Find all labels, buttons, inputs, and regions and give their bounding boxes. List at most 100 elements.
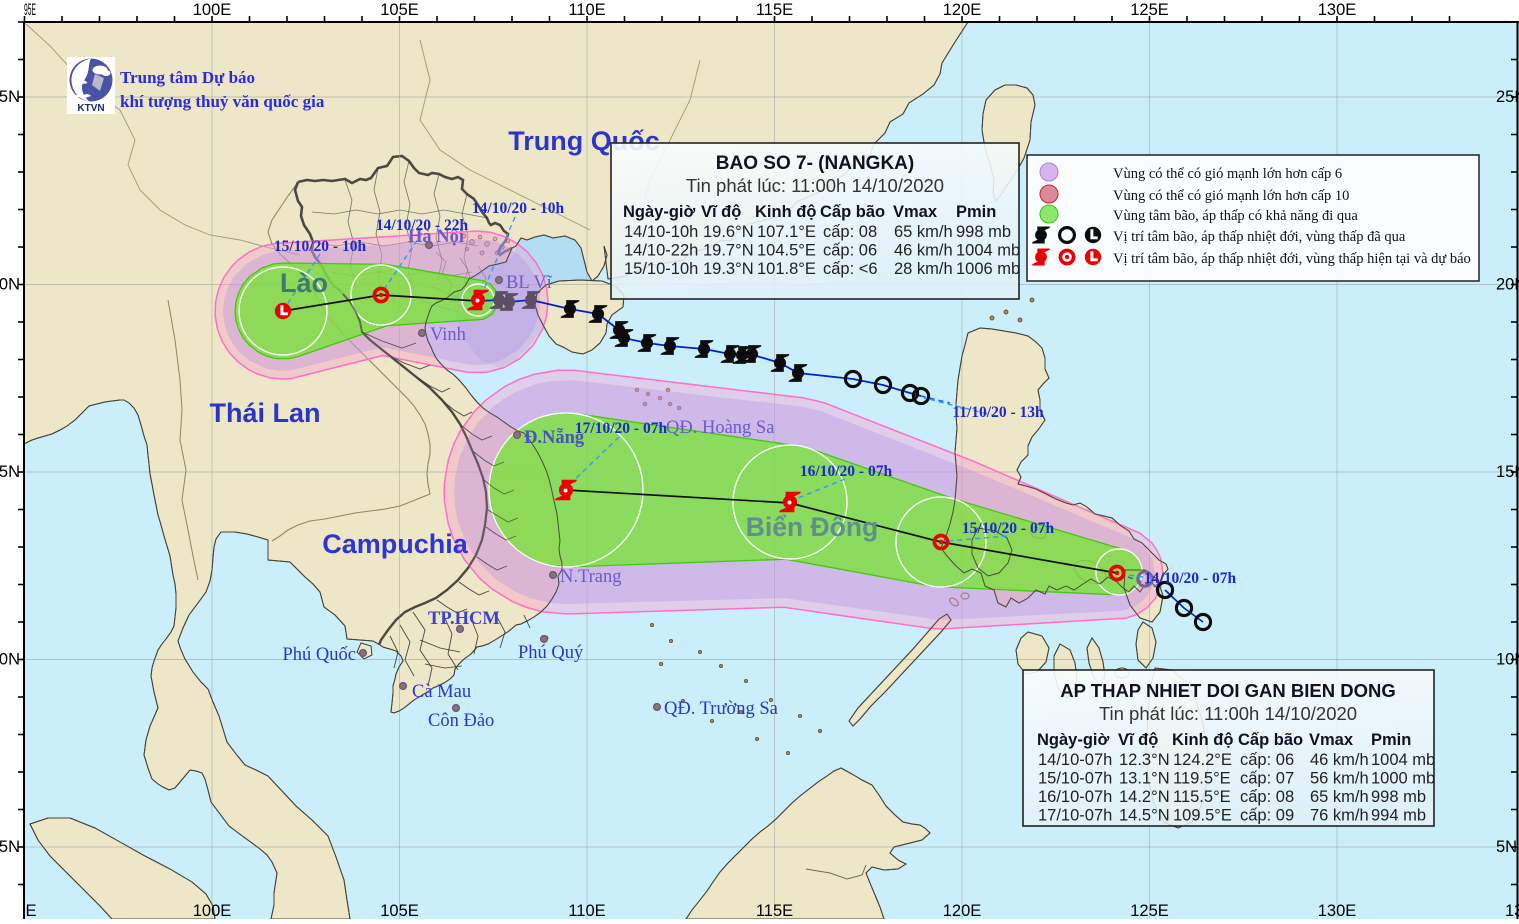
svg-text:17/10/20 - 07h: 17/10/20 - 07h	[575, 420, 668, 437]
svg-text:Hà Nội: Hà Nội	[408, 227, 464, 247]
svg-text:14/10/20 - 07h: 14/10/20 - 07h	[1144, 570, 1237, 587]
svg-text:14/10/20 - 22h: 14/10/20 - 22h	[376, 217, 469, 234]
svg-text:46 km/h: 46 km/h	[894, 242, 953, 260]
svg-text:16/10-07h: 16/10-07h	[1038, 788, 1112, 806]
svg-text:107.1°E: 107.1°E	[757, 223, 816, 241]
svg-text:Vị trí tâm bão, áp thấp nhiệt: Vị trí tâm bão, áp thấp nhiệt đới, vùng …	[1113, 229, 1406, 245]
svg-text:1000 mb: 1000 mb	[1371, 770, 1435, 788]
svg-text:14/10-07h: 14/10-07h	[1038, 751, 1112, 769]
svg-text:994 mb: 994 mb	[1371, 807, 1426, 825]
svg-text:15/10/20 - 07h: 15/10/20 - 07h	[962, 520, 1055, 537]
svg-text:Cấp bão: Cấp bão	[1238, 731, 1303, 749]
svg-text:cấp: 09: cấp: 09	[1240, 807, 1294, 825]
svg-text:65 km/h: 65 km/h	[894, 223, 953, 241]
svg-text:cấp: 06: cấp: 06	[1240, 751, 1294, 769]
svg-text:14/10/20 - 10h: 14/10/20 - 10h	[472, 200, 565, 217]
svg-text:65 km/h: 65 km/h	[1310, 788, 1369, 806]
svg-text:Biển Đông: Biển Đông	[746, 512, 879, 542]
svg-text:25N: 25N	[1496, 88, 1519, 106]
svg-text:19.3°N: 19.3°N	[703, 260, 754, 278]
svg-text:95E: 95E	[24, 1, 36, 19]
svg-text:13.1°N: 13.1°N	[1119, 770, 1170, 788]
svg-text:Vmax: Vmax	[893, 203, 938, 221]
svg-text:Cà Mau: Cà Mau	[412, 682, 471, 702]
svg-text:Vĩ độ: Vĩ độ	[1118, 731, 1158, 749]
svg-text:20N: 20N	[1496, 276, 1519, 294]
svg-text:125E: 125E	[1130, 1, 1169, 19]
svg-text:11/10/20 - 13h: 11/10/20 - 13h	[952, 404, 1044, 421]
svg-text:17/10-07h: 17/10-07h	[1038, 807, 1112, 825]
svg-text:Campuchia: Campuchia	[322, 529, 469, 559]
svg-text:100E: 100E	[193, 902, 232, 919]
svg-text:14.2°N: 14.2°N	[1119, 788, 1170, 806]
svg-text:25N: 25N	[0, 88, 20, 106]
svg-text:1004 mb: 1004 mb	[1371, 751, 1435, 769]
svg-text:56 km/h: 56 km/h	[1310, 770, 1369, 788]
svg-text:10N: 10N	[0, 651, 20, 669]
svg-text:76 km/h: 76 km/h	[1310, 807, 1369, 825]
svg-text:Pmin: Pmin	[956, 203, 996, 221]
svg-text:Vinh: Vinh	[430, 325, 466, 345]
svg-text:20N: 20N	[0, 276, 20, 294]
svg-text:110E: 110E	[568, 902, 605, 919]
svg-text:E: E	[26, 902, 37, 919]
svg-text:125E: 125E	[1130, 902, 1169, 919]
svg-text:Phú Quốc: Phú Quốc	[283, 645, 357, 665]
svg-text:998 mb: 998 mb	[956, 223, 1011, 241]
svg-text:Côn Đảo: Côn Đảo	[428, 711, 494, 731]
svg-text:15/10-10h: 15/10-10h	[624, 260, 698, 278]
svg-text:109.5°E: 109.5°E	[1173, 807, 1232, 825]
svg-text:5N: 5N	[1496, 838, 1517, 856]
svg-text:115.5°E: 115.5°E	[1173, 788, 1231, 806]
svg-text:Vĩ độ: Vĩ độ	[701, 203, 741, 221]
svg-text:1004 mb: 1004 mb	[956, 242, 1020, 260]
svg-text:15N: 15N	[1496, 463, 1519, 481]
svg-text:cấp: <6: cấp: <6	[823, 260, 878, 278]
svg-text:5N: 5N	[0, 838, 20, 856]
svg-text:130E: 130E	[1318, 1, 1357, 19]
svg-text:Vmax: Vmax	[1309, 731, 1354, 749]
svg-text:Lào: Lào	[280, 268, 328, 298]
svg-text:Vị trí tâm bão, áp thấp nhiệt: Vị trí tâm bão, áp thấp nhiệt đới, vùng …	[1113, 251, 1471, 267]
svg-text:cấp: 08: cấp: 08	[823, 223, 877, 241]
svg-text:Cấp bão: Cấp bão	[820, 203, 885, 221]
svg-text:104.5°E: 104.5°E	[757, 242, 816, 260]
svg-text:cấp: 08: cấp: 08	[1240, 788, 1294, 806]
svg-text:QĐ. Hoàng Sa: QĐ. Hoàng Sa	[666, 418, 774, 438]
svg-text:KTVN: KTVN	[77, 103, 104, 114]
svg-text:cấp: 06: cấp: 06	[823, 242, 877, 260]
svg-text:28 km/h: 28 km/h	[894, 260, 953, 278]
svg-text:100E: 100E	[193, 1, 232, 19]
svg-text:12.3°N: 12.3°N	[1119, 751, 1170, 769]
svg-text:Vùng có thể có gió mạnh lớn hơ: Vùng có thể có gió mạnh lớn hơn cấp 6	[1113, 166, 1342, 182]
svg-text:124.2°E: 124.2°E	[1173, 751, 1232, 769]
svg-text:TP.HCM: TP.HCM	[428, 609, 500, 629]
svg-text:BL Vĩ: BL Vĩ	[506, 273, 553, 293]
svg-text:14/10-22h: 14/10-22h	[624, 242, 698, 260]
svg-text:Kinh độ: Kinh độ	[1172, 731, 1233, 749]
svg-text:AP THAP NHIET DOI GAN BIEN DON: AP THAP NHIET DOI GAN BIEN DONG	[1060, 680, 1395, 701]
svg-text:19.7°N: 19.7°N	[703, 242, 754, 260]
svg-text:BAO SO 7- (NANGKA): BAO SO 7- (NANGKA)	[716, 153, 914, 174]
svg-text:120E: 120E	[943, 902, 982, 919]
svg-text:115E: 115E	[756, 902, 793, 919]
svg-text:Đ.Nẵng: Đ.Nẵng	[524, 428, 585, 448]
svg-text:115E: 115E	[756, 1, 793, 19]
svg-text:14.5°N: 14.5°N	[1119, 807, 1170, 825]
svg-text:Pmin: Pmin	[1371, 731, 1411, 749]
svg-text:Phú Quý: Phú Quý	[518, 643, 584, 663]
svg-text:105E: 105E	[380, 1, 419, 19]
svg-text:105E: 105E	[380, 902, 419, 919]
svg-text:15/10-07h: 15/10-07h	[1038, 770, 1112, 788]
svg-text:khí tượng thuỷ văn quốc gia: khí tượng thuỷ văn quốc gia	[120, 92, 325, 111]
svg-text:Kinh độ: Kinh độ	[755, 203, 816, 221]
svg-text:101.8°E: 101.8°E	[757, 260, 816, 278]
svg-text:46 km/h: 46 km/h	[1310, 751, 1369, 769]
svg-text:130E: 130E	[1318, 902, 1357, 919]
svg-text:16/10/20 - 07h: 16/10/20 - 07h	[800, 463, 893, 480]
svg-text:19.6°N: 19.6°N	[703, 223, 754, 241]
svg-text:15/10/20 - 10h: 15/10/20 - 10h	[274, 238, 367, 255]
svg-text:110E: 110E	[568, 1, 605, 19]
svg-text:N.Trang: N.Trang	[560, 567, 622, 587]
svg-text:120E: 120E	[943, 1, 982, 19]
